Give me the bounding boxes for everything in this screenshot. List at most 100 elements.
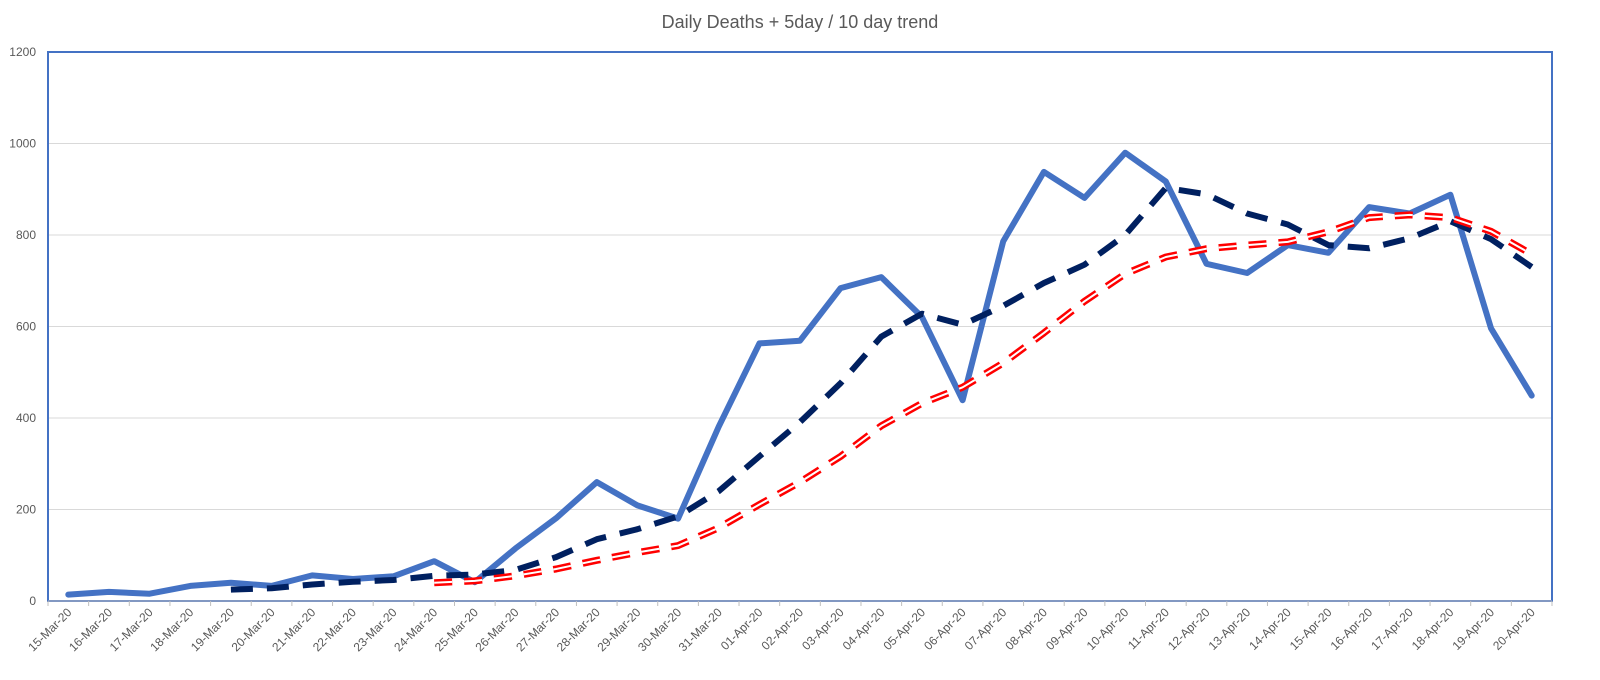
series-1-point xyxy=(1244,210,1250,216)
series-0-point xyxy=(960,397,966,403)
series-2-point xyxy=(1203,246,1209,252)
series-2-point xyxy=(1082,298,1088,304)
series-1-point xyxy=(350,579,356,585)
series-0-point xyxy=(1082,195,1088,201)
x-tick-label: 04-Apr-20 xyxy=(840,605,888,653)
series-2-point xyxy=(512,573,518,579)
x-tick-label: 14-Apr-20 xyxy=(1246,605,1294,653)
series-1-point xyxy=(553,554,559,560)
series-2-point xyxy=(1325,229,1331,235)
x-tick-label: 05-Apr-20 xyxy=(880,605,928,653)
series-1-point xyxy=(1488,236,1494,242)
series-0-point xyxy=(1529,393,1535,399)
series-0-point xyxy=(309,572,315,578)
series-1-point xyxy=(1082,262,1088,268)
series-2-point xyxy=(797,479,803,485)
series-1-point xyxy=(716,488,722,494)
series-line-1 xyxy=(230,184,1534,593)
series-0-point xyxy=(716,424,722,430)
x-tick-label: 16-Apr-20 xyxy=(1328,605,1376,653)
series-0-point xyxy=(1000,238,1006,244)
x-tick-label: 31-Mar-20 xyxy=(676,605,725,654)
series-0-point xyxy=(1122,150,1128,156)
series-1-point xyxy=(309,582,315,588)
series-2-point xyxy=(756,501,762,507)
series-2-point xyxy=(1122,271,1128,277)
x-tick-label: 19-Apr-20 xyxy=(1450,605,1498,653)
series-0-point xyxy=(431,558,437,564)
series-1-point xyxy=(472,571,478,577)
series-0-point xyxy=(634,502,640,508)
series-0-point xyxy=(228,580,234,586)
series-2-point xyxy=(1529,251,1535,257)
series-1-point xyxy=(1407,235,1413,241)
series-0-point xyxy=(1163,178,1169,184)
series-1-point xyxy=(960,322,966,328)
series-0-point xyxy=(1447,192,1453,198)
y-tick-label: 600 xyxy=(16,320,36,334)
series-1-point xyxy=(675,513,681,519)
series-1-point xyxy=(919,311,925,317)
y-tick-label: 0 xyxy=(29,594,36,608)
y-tick-label: 400 xyxy=(16,411,36,425)
series-line-2 xyxy=(434,211,1534,587)
series-0-point xyxy=(1325,250,1331,256)
series-0-point xyxy=(1488,325,1494,331)
series-2-point xyxy=(1041,330,1047,336)
series-1-point xyxy=(797,419,803,425)
x-tick-label: 10-Apr-20 xyxy=(1084,605,1132,653)
series-2-point xyxy=(553,566,559,572)
x-tick-label: 12-Apr-20 xyxy=(1165,605,1213,653)
x-tick-label: 15-Apr-20 xyxy=(1287,605,1335,653)
series-0-point xyxy=(1366,204,1372,210)
series-2-point xyxy=(960,384,966,390)
x-tick-label: 06-Apr-20 xyxy=(921,605,969,653)
series-line-2-inner xyxy=(434,213,1533,584)
series-2-point xyxy=(594,557,600,563)
series-1-point xyxy=(1325,242,1331,248)
series-1-point xyxy=(1366,245,1372,251)
series-1-point xyxy=(1122,232,1128,238)
series-0-point xyxy=(1203,261,1209,267)
series-1-point xyxy=(594,536,600,542)
series-1-point xyxy=(838,380,844,386)
x-tick-label: 13-Apr-20 xyxy=(1206,605,1254,653)
series-2-point xyxy=(634,550,640,556)
series-1-point xyxy=(1285,221,1291,227)
series-2-point xyxy=(1285,239,1291,245)
x-tick-label: 17-Apr-20 xyxy=(1368,605,1416,653)
y-tick-label: 1200 xyxy=(9,45,36,59)
series-0-point xyxy=(187,583,193,589)
series-0-point xyxy=(1041,169,1047,175)
series-2-point xyxy=(919,400,925,406)
y-tick-label: 200 xyxy=(16,503,36,517)
series-2-point xyxy=(1407,212,1413,218)
series-1-point xyxy=(878,334,884,340)
series-0-point xyxy=(797,338,803,344)
y-tick-label: 800 xyxy=(16,228,36,242)
x-tick-label: 11-Apr-20 xyxy=(1125,605,1172,652)
y-tick-label: 1000 xyxy=(9,137,36,151)
series-0-point xyxy=(756,340,762,346)
x-tick-label: 18-Apr-20 xyxy=(1409,605,1457,653)
series-2-point xyxy=(716,525,722,531)
series-2-point xyxy=(838,453,844,459)
series-2-point xyxy=(1366,215,1372,221)
x-tick-label: 08-Apr-20 xyxy=(1002,605,1050,653)
series-2-point xyxy=(878,423,884,429)
series-2-point xyxy=(1163,254,1169,260)
series-1-point xyxy=(634,526,640,532)
series-1-point xyxy=(756,453,762,459)
series-2-point xyxy=(431,580,437,586)
series-0-point xyxy=(512,545,518,551)
series-0-point xyxy=(1244,270,1250,276)
series-1-point xyxy=(1203,191,1209,197)
series-0-point xyxy=(65,592,71,598)
series-2-point xyxy=(1244,242,1250,248)
series-1-point xyxy=(228,587,234,593)
series-2-point xyxy=(1000,360,1006,366)
series-0-point xyxy=(878,274,884,280)
series-2-point xyxy=(472,578,478,584)
x-tick-label: 07-Apr-20 xyxy=(962,605,1010,653)
